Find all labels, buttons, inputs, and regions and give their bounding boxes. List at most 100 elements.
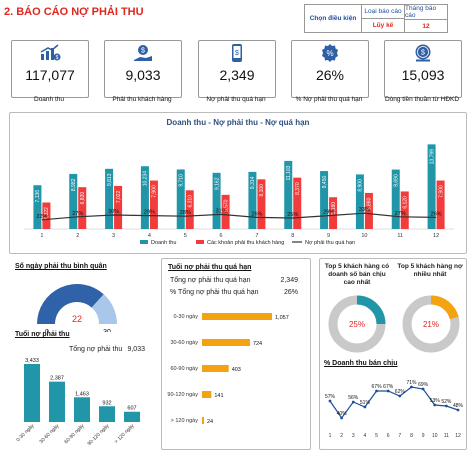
- left-panel: Số ngày phải thu bình quân 22 0 30 Tuổi nợ…: [9, 260, 149, 450]
- bar-label: 7,900: [152, 185, 158, 198]
- credit-sales-label: 62%: [395, 389, 406, 395]
- percent-icon: %: [292, 44, 368, 62]
- x-tick-label: 5: [184, 233, 187, 239]
- month-filter[interactable]: Tháng báo cáo 12: [405, 5, 447, 32]
- filter-panel: Chọn điều kiện Loại báo cáo Lũy kế Tháng…: [304, 4, 448, 33]
- bar-doanh-thu: [212, 172, 221, 229]
- line-label: 31%: [216, 208, 227, 214]
- legend-swatch: [140, 240, 148, 244]
- credit-sales-tick: 7: [398, 433, 401, 439]
- aging-bar-label: 932: [102, 400, 111, 406]
- credit-sales-label: 71%: [406, 380, 417, 386]
- bar-label: 7,900: [438, 185, 444, 198]
- credit-sales-tick: 1: [329, 433, 332, 439]
- bar-label: 5,570: [223, 199, 229, 212]
- credit-sales-point: [444, 404, 448, 408]
- bar-doanh-thu: [176, 169, 185, 229]
- right-panel: Top 5 khách hàng có doanh số bán chịu ca…: [319, 258, 467, 450]
- svg-text:$: $: [56, 55, 59, 61]
- overdue-title: Tuổi nợ phải thu quá hạn: [168, 264, 252, 271]
- credit-sales-tick: 3: [352, 433, 355, 439]
- aging-category-label: 0-30 ngày: [15, 423, 35, 443]
- bar-label: 7,136: [35, 190, 41, 203]
- collection-days-gauge: 22 0 30: [37, 284, 117, 332]
- credit-sales-point: [363, 405, 367, 409]
- page-title: 2. BÁO CÁO NỢ PHẢI THU: [4, 6, 144, 18]
- gauge-rest: [91, 294, 117, 324]
- overdue-bar: [202, 391, 212, 398]
- x-tick-label: 12: [433, 233, 439, 239]
- bar-phai-thu: [42, 202, 51, 229]
- overdue-bar-label: 24: [207, 419, 213, 425]
- bar-doanh-thu: [391, 169, 400, 229]
- bar-phai-thu: [293, 177, 302, 229]
- x-tick-label: 10: [361, 233, 367, 239]
- bar-label: 4,322: [44, 207, 50, 220]
- main-chart: Doanh thu - Nợ phải thu - Nợ quá hạn 7,1…: [24, 118, 454, 246]
- credit-sales-label: 52%: [441, 399, 452, 405]
- overdue-category-label: 60-90 ngày: [170, 366, 198, 372]
- overdue-bar: [202, 365, 229, 372]
- report-type-filter[interactable]: Loại báo cáo Lũy kế: [362, 5, 405, 32]
- bar-label: 8,982: [71, 178, 77, 191]
- bar-doanh-thu: [105, 168, 114, 229]
- credit-sales-label: 56%: [348, 395, 359, 401]
- credit-sales-point: [328, 399, 332, 403]
- overdue-total-label: Tổng nợ phải thu quá hạn: [170, 277, 251, 284]
- bar-doanh-thu: [140, 166, 149, 229]
- bar-phai-thu: [221, 194, 230, 229]
- bar-phai-thu: [364, 192, 373, 229]
- kpi-value: 15,093: [401, 67, 445, 83]
- legend-label: Nợ phải thu quá hạn: [305, 240, 355, 246]
- bar-label: 5,880: [367, 197, 373, 210]
- aging-category-label: 60-90 ngày: [63, 423, 85, 445]
- credit-sales-point: [456, 408, 460, 412]
- month-value[interactable]: 12: [422, 22, 430, 30]
- bar-label: 9,162: [214, 177, 220, 190]
- line-label: 28%: [180, 210, 191, 216]
- line-label: 22%: [36, 214, 47, 220]
- svg-text:$: $: [141, 48, 145, 55]
- bar-label: 8,370: [295, 182, 301, 195]
- bar-label: 9,690: [393, 174, 399, 187]
- coin-stack-icon: $: [385, 44, 461, 62]
- money-chart-icon: $: [12, 44, 88, 62]
- overdue-bar-label: 1,057: [275, 315, 289, 321]
- aging-title: Tuổi nợ phải thu: [15, 331, 70, 338]
- credit-sales-tick: 12: [455, 433, 461, 439]
- credit-sales-point: [340, 416, 344, 420]
- report-type-value[interactable]: Lũy kế: [372, 22, 394, 29]
- x-tick-label: 1: [40, 233, 43, 239]
- aging-bar-label: 1,463: [75, 391, 89, 397]
- x-tick-label: 4: [148, 233, 151, 239]
- donut-segment: [356, 295, 386, 325]
- credit-sales-label: 48%: [453, 403, 464, 409]
- aging-bar: [99, 406, 115, 422]
- legend-label: Doanh thu: [151, 240, 176, 246]
- aging-total-label: Tổng nợ phải thu: [69, 346, 123, 353]
- x-tick-label: 8: [291, 233, 294, 239]
- bar-label: 9,710: [178, 174, 184, 187]
- gauge-value: 22: [72, 314, 82, 324]
- legend-swatch: [196, 240, 204, 244]
- bar-label: 6,820: [80, 192, 86, 205]
- mobile-dollar-icon: $: [199, 44, 275, 62]
- overdue-total-value: 2,349: [280, 277, 298, 284]
- kpi-value: 26%: [315, 67, 345, 83]
- x-tick-label: 7: [255, 233, 258, 239]
- credit-sales-point: [386, 389, 390, 393]
- svg-text:$: $: [235, 50, 239, 57]
- overdue-category-label: 30-60 ngày: [170, 340, 198, 346]
- gauge-min: 0: [45, 329, 49, 332]
- kpi-card-cashflow: $ 15,093: [384, 40, 462, 98]
- top5-sales-donut: 25%: [328, 295, 386, 353]
- credit-sales-tick: 9: [422, 433, 425, 439]
- overdue-bar: [202, 417, 204, 424]
- line-label: 30%: [108, 209, 119, 215]
- donut-value: 25%: [349, 320, 365, 329]
- kpi-value: 2,349: [219, 67, 255, 83]
- x-tick-label: 6: [220, 233, 223, 239]
- overdue-pct-label: % Tổng nợ phải thu quá hạn: [170, 289, 259, 296]
- credit-sales-label: 51%: [360, 400, 371, 406]
- credit-sales-point: [398, 394, 402, 398]
